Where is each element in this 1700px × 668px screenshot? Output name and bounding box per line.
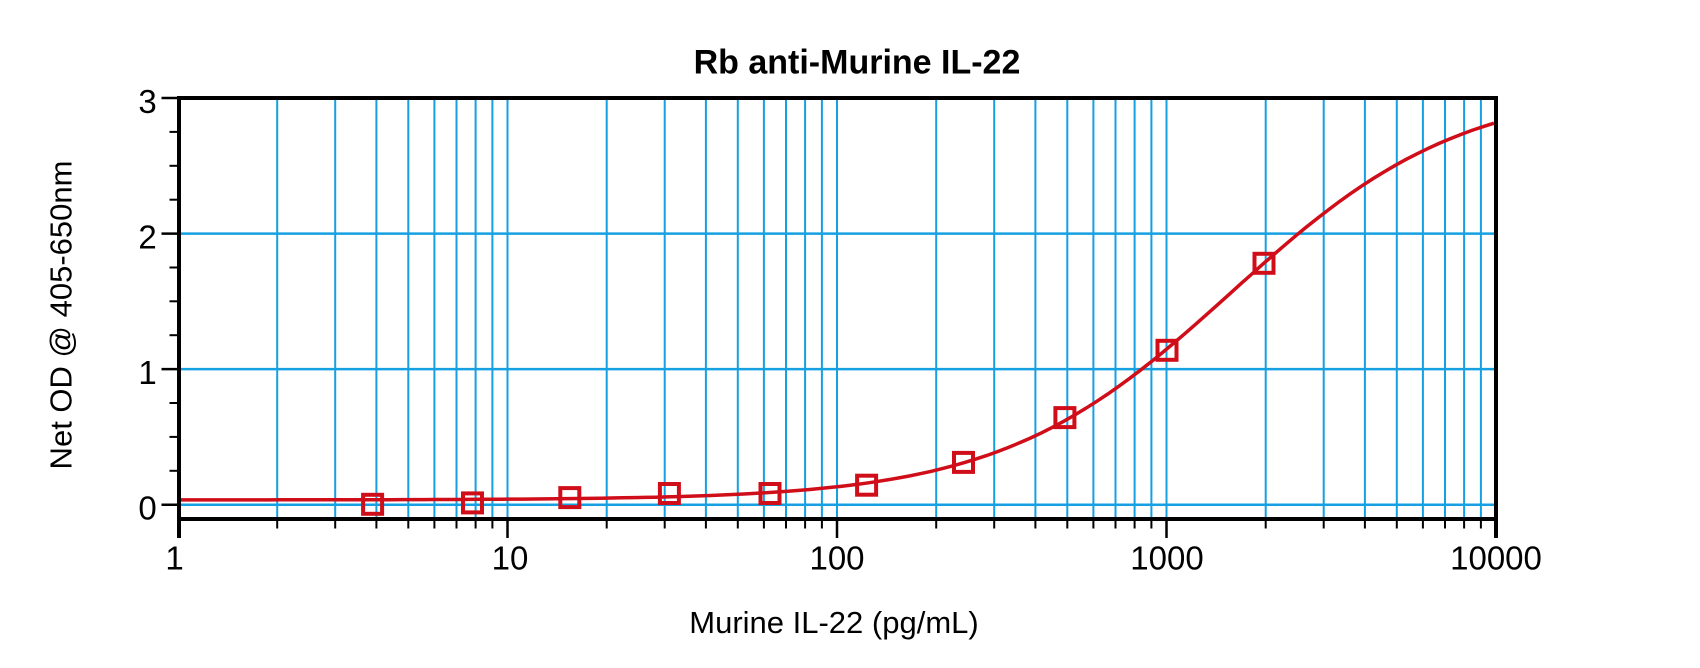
svg-text:Net OD @ 405-650nm: Net OD @ 405-650nm	[44, 161, 79, 470]
svg-text:3: 3	[138, 83, 156, 120]
svg-text:Murine IL-22 (pg/mL): Murine IL-22 (pg/mL)	[689, 605, 978, 640]
svg-text:10: 10	[492, 540, 529, 577]
svg-text:10000: 10000	[1450, 540, 1542, 577]
svg-text:1: 1	[138, 354, 156, 391]
svg-text:2: 2	[138, 218, 156, 255]
svg-text:0: 0	[138, 490, 156, 527]
svg-text:100: 100	[809, 540, 864, 577]
svg-text:1000: 1000	[1130, 540, 1203, 577]
svg-text:Rb anti-Murine IL-22: Rb anti-Murine IL-22	[694, 44, 1021, 82]
svg-text:1: 1	[165, 540, 183, 577]
